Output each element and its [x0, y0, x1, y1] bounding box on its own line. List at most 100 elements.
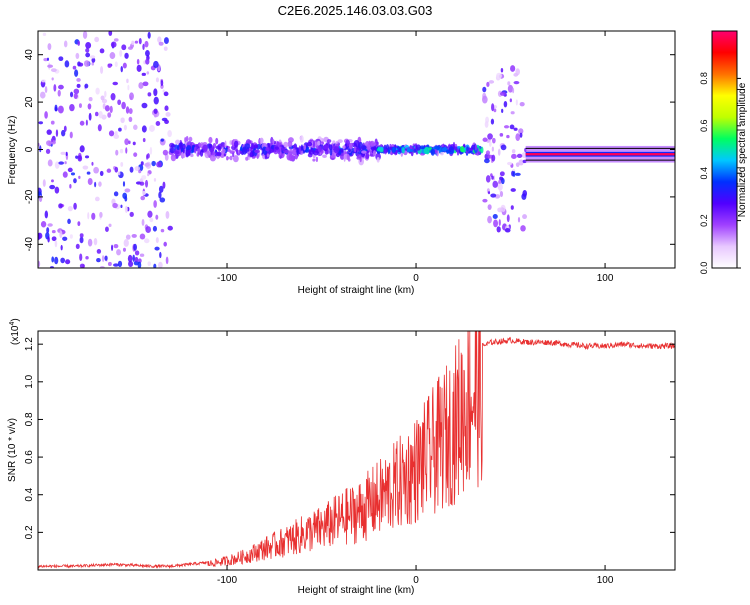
spectrogram-cell: [125, 234, 131, 240]
spectrogram-ytick-label: 0: [24, 146, 35, 152]
spectrogram-cell: [72, 65, 77, 70]
snr-ytick-label: 0.2: [24, 525, 35, 539]
spectrogram-cell: [312, 158, 316, 162]
spectrogram-cell: [361, 150, 367, 154]
spectrogram-cell: [317, 140, 321, 146]
spectrogram-cell: [133, 152, 138, 157]
spectrogram-cell: [76, 77, 81, 82]
spectrogram-cell: [158, 41, 164, 46]
spectrogram-cell: [128, 116, 133, 122]
spectrogram-cell: [85, 48, 90, 53]
spectrogram-cell: [155, 214, 159, 220]
spectrogram-cell: [498, 219, 501, 226]
spectrogram-cell: [47, 159, 53, 167]
spectrogram-cell: [491, 154, 496, 162]
spectrogram-cell: [43, 57, 49, 62]
spectrogram-cell: [493, 219, 499, 228]
spectrogram-cell: [136, 64, 142, 72]
spectrogram-cell: [224, 140, 227, 149]
spectrogram-cell: [162, 181, 166, 189]
spectrogram-xlabel: Height of straight line (km): [298, 285, 415, 296]
spectrogram-cell: [482, 137, 488, 142]
spectrogram-cell: [487, 191, 491, 195]
colorbar-tick-label: 0.6: [699, 120, 709, 133]
spectrogram-cell: [65, 151, 68, 157]
spectrogram-cell: [142, 81, 149, 87]
spectrogram-cell: [83, 60, 90, 67]
spectrogram-cell: [509, 98, 512, 103]
spectrogram-cell: [149, 146, 153, 155]
spectrogram-cell: [51, 77, 54, 81]
spectrogram-cell: [153, 263, 157, 268]
spectrogram-cell: [308, 148, 315, 155]
spectrogram-cell: [516, 153, 523, 159]
spectrogram-cell: [134, 40, 139, 44]
spectrogram-cell: [202, 144, 208, 153]
spectrogram-cell: [259, 137, 264, 144]
spectrogram-cell: [38, 260, 41, 268]
spectrogram-cell: [107, 112, 112, 118]
spectrogram-cell: [45, 148, 51, 154]
spectrogram-cell: [121, 44, 127, 51]
spectrogram-cell: [73, 88, 80, 95]
spectrogram-cell: [108, 31, 113, 36]
spectrogram-cell: [284, 149, 290, 154]
spectrogram-cell: [134, 250, 140, 256]
spectrogram-cell: [484, 158, 490, 164]
spectrogram-cell: [173, 150, 180, 155]
spectrogram-cell: [100, 66, 104, 74]
spectrogram-cell: [84, 83, 89, 89]
snr-series-line: [38, 331, 675, 570]
spectrogram-cell: [488, 80, 495, 84]
spectrogram-cell: [67, 167, 73, 173]
spectrogram-cell: [482, 95, 488, 104]
spectrogram-cell: [104, 90, 107, 98]
spectrogram-cell: [105, 226, 109, 232]
spectrogram-cell: [510, 65, 516, 72]
spectrogram-cell: [515, 162, 520, 168]
spectrogram-cell: [51, 256, 55, 263]
spectrogram-cell: [138, 169, 142, 174]
spectrogram-cell: [165, 256, 169, 265]
colorbar: 0.0 0.2 0.4 0.6 0.8 Normalized spectral ampl…: [699, 30, 748, 275]
spectrogram-cell: [122, 247, 126, 252]
snr-xtick-label: -100: [217, 575, 237, 586]
spectrogram-cell: [54, 161, 60, 169]
spectrogram-cell: [113, 244, 119, 249]
spectrogram-cell: [79, 145, 85, 153]
spectrogram-cell: [317, 145, 322, 153]
spectrogram-cell: [241, 147, 248, 155]
spectrogram-cell: [496, 72, 502, 79]
spectrogram-cell: [141, 125, 147, 133]
spectrogram-cell: [124, 205, 128, 213]
spectrogram-cell: [152, 225, 157, 232]
figure-title: C2E6.2025.146.03.03.G03: [278, 3, 433, 18]
colorbar-tick-label: 0.0: [699, 262, 709, 275]
spectrogram-cell: [517, 216, 521, 223]
spectrogram-cell: [53, 84, 57, 92]
spectrogram-cell: [85, 256, 89, 260]
spectrogram-cell: [170, 144, 176, 148]
spectrogram-cell: [163, 37, 169, 44]
spectrogram-cell: [145, 58, 150, 65]
spectrogram-cell: [126, 78, 129, 84]
spectrogram-cell: [128, 140, 131, 145]
spectrogram-cell: [163, 46, 168, 51]
spectrogram-cell: [337, 139, 343, 144]
spectrogram-cell: [85, 52, 91, 58]
spectrogram-cell: [340, 149, 344, 153]
spectrogram-cell: [278, 153, 281, 158]
spectrogram-cell: [113, 191, 119, 197]
spectrogram-cell: [86, 171, 91, 175]
spectrogram-cell: [132, 141, 136, 146]
spectrogram-cell: [163, 91, 169, 97]
spectrogram-cell: [79, 233, 84, 238]
spectrogram-cell: [515, 99, 518, 106]
spectrogram-cell: [95, 111, 99, 117]
spectrogram-cell: [137, 261, 142, 268]
spectrogram-cell: [94, 196, 100, 202]
spectrogram-cell: [482, 86, 487, 93]
spectrogram-cell: [141, 102, 148, 109]
spectrogram-cell: [330, 155, 335, 159]
spectrogram-cell: [57, 105, 64, 114]
